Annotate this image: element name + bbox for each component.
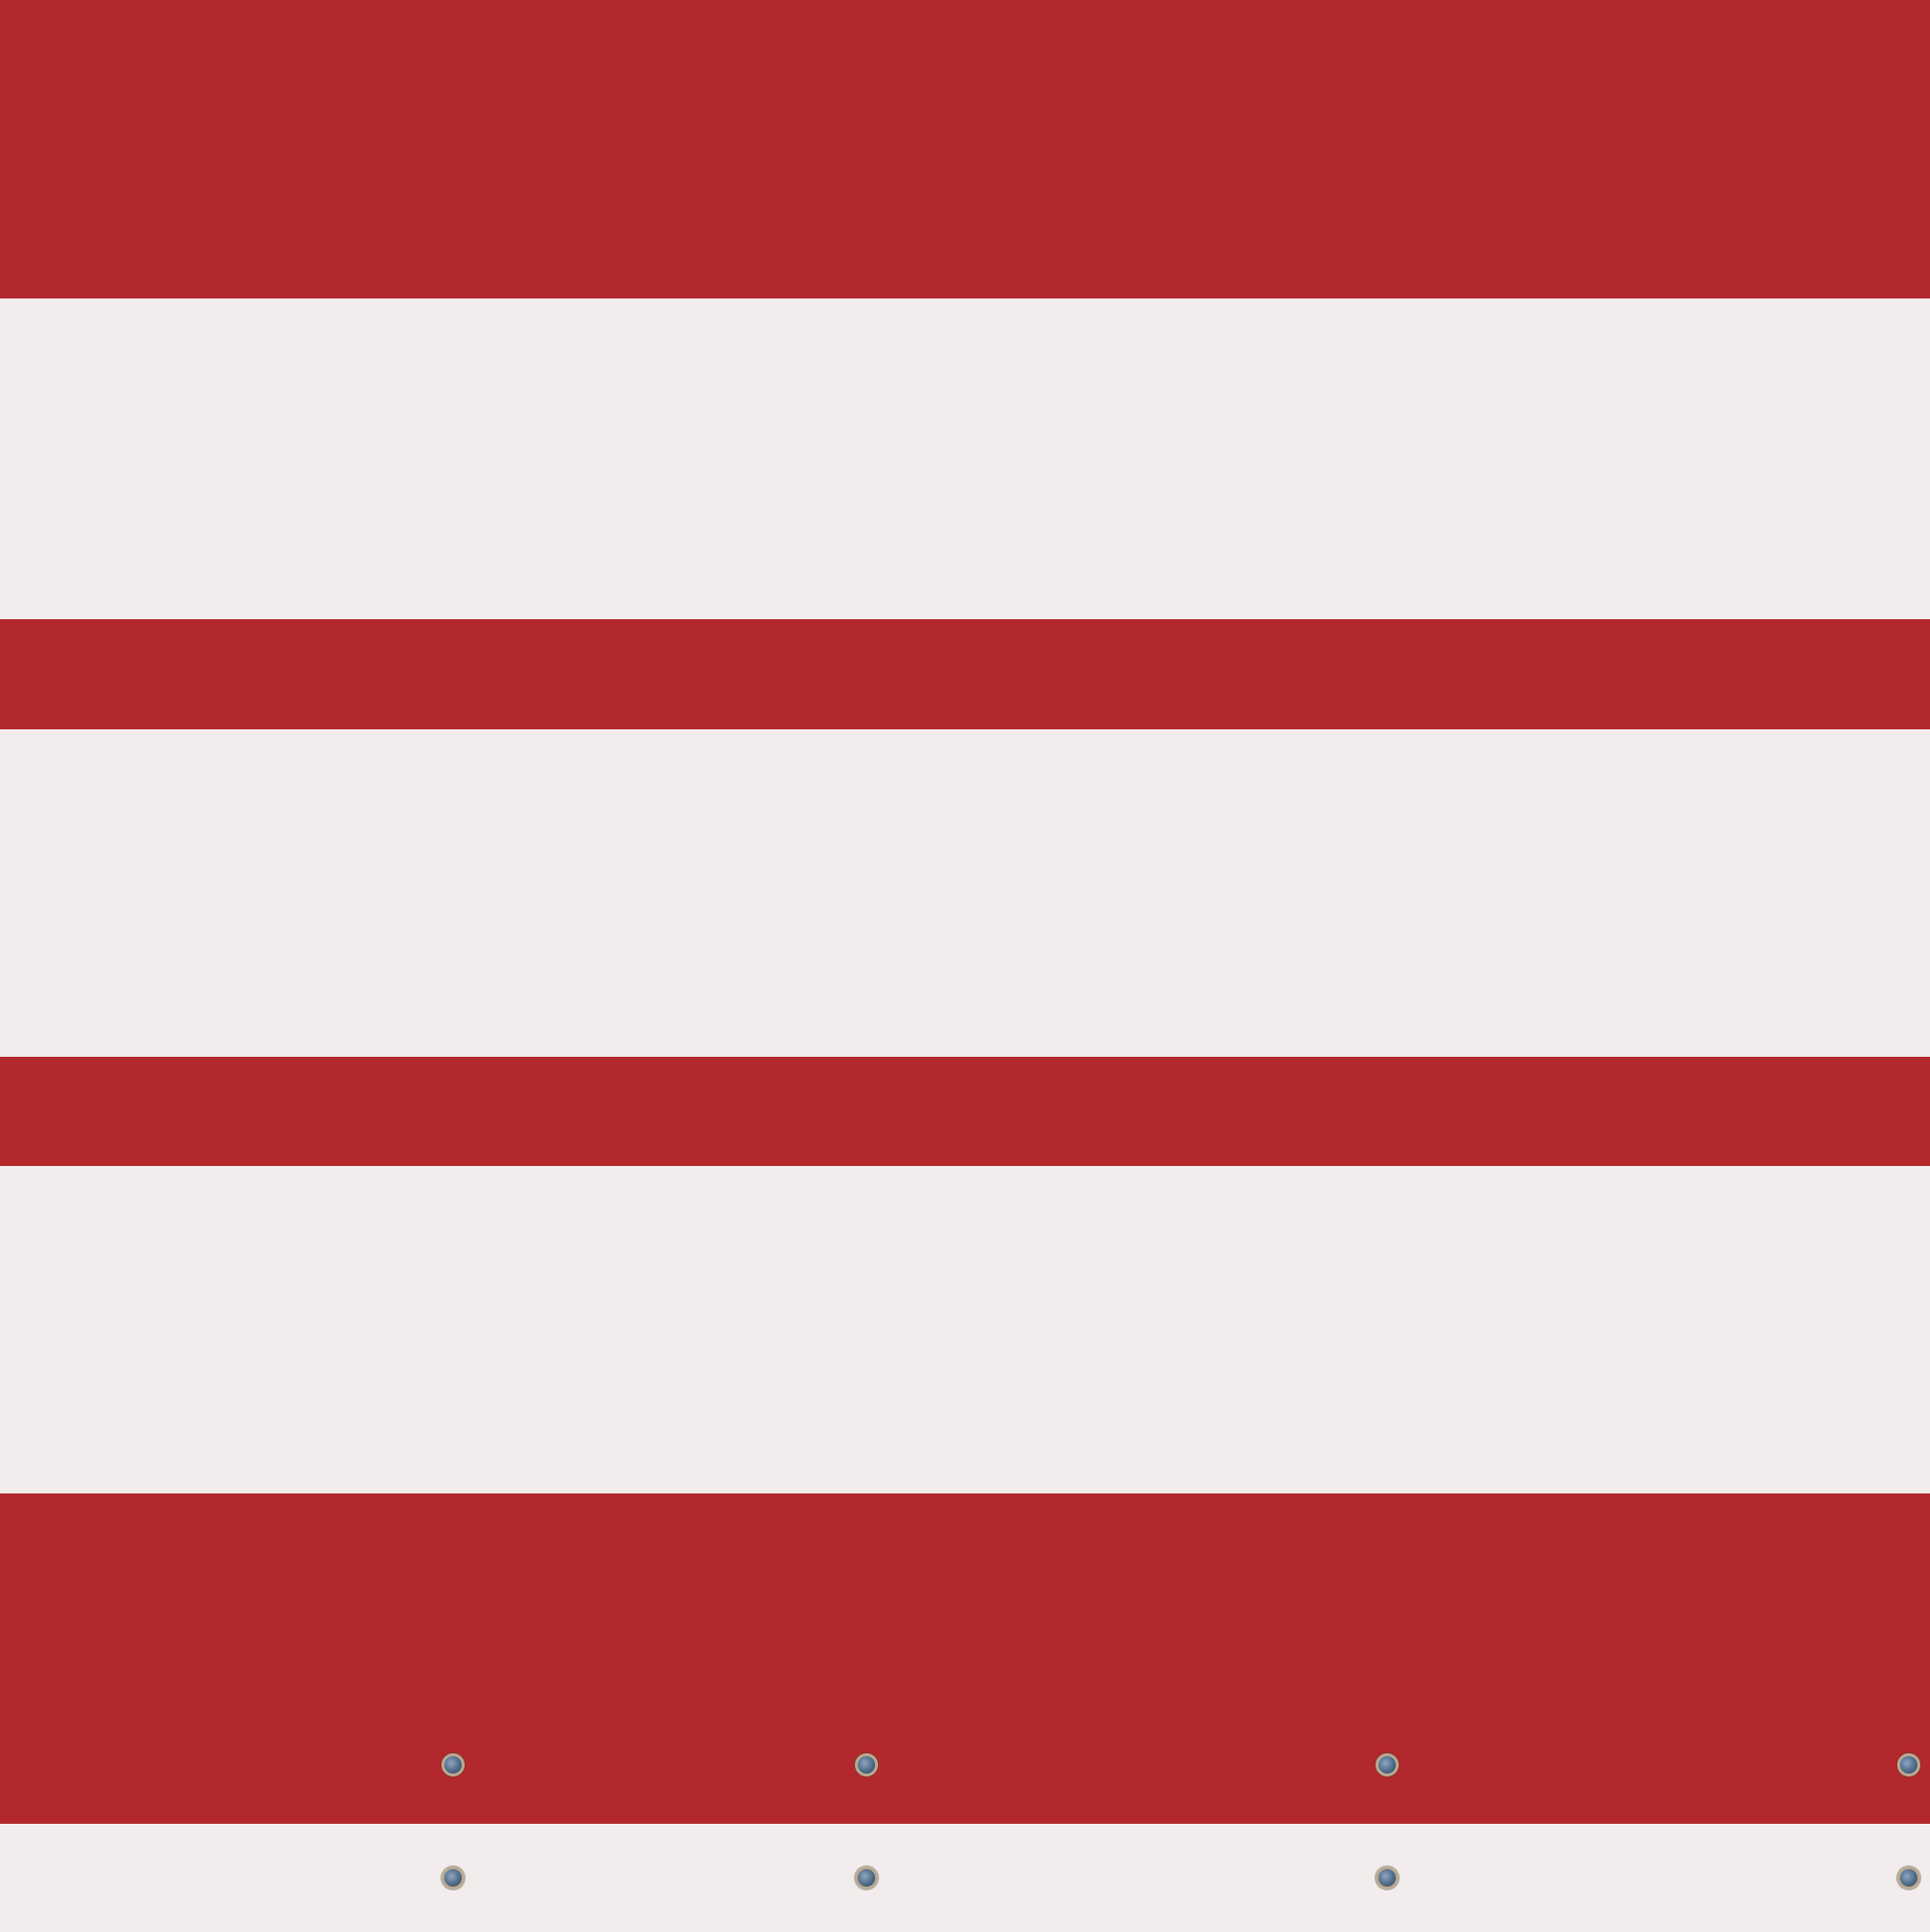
- grommet-icon: [1897, 1753, 1920, 1776]
- grommet-icon: [1897, 1866, 1920, 1889]
- white-stripe: [0, 729, 1930, 1057]
- red-stripe: [0, 1493, 1930, 1824]
- grommet-icon: [441, 1753, 465, 1776]
- white-stripe: [0, 298, 1930, 619]
- red-stripe: [0, 619, 1930, 729]
- grommet-icon: [1376, 1866, 1399, 1889]
- white-stripe: [0, 1166, 1930, 1493]
- white-stripe: [0, 1824, 1930, 1932]
- grommet-icon: [855, 1866, 878, 1889]
- red-stripe: [0, 1057, 1930, 1166]
- grommet-icon: [1376, 1753, 1399, 1776]
- grommet-icon: [855, 1753, 878, 1776]
- grommet-icon: [441, 1866, 465, 1889]
- red-stripe: [0, 0, 1930, 298]
